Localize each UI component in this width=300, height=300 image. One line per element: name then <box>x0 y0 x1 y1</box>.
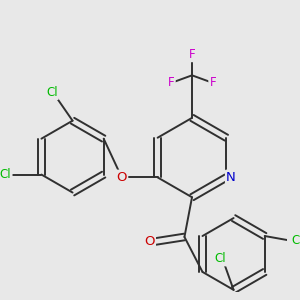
Text: O: O <box>144 235 155 248</box>
Text: Cl: Cl <box>46 86 58 99</box>
Text: Cl: Cl <box>291 234 300 247</box>
Text: F: F <box>209 76 216 89</box>
Text: Cl: Cl <box>0 168 11 181</box>
Text: O: O <box>116 171 127 184</box>
Text: Cl: Cl <box>214 252 226 265</box>
Text: F: F <box>189 48 195 61</box>
Text: F: F <box>168 76 175 89</box>
Text: N: N <box>226 171 236 184</box>
